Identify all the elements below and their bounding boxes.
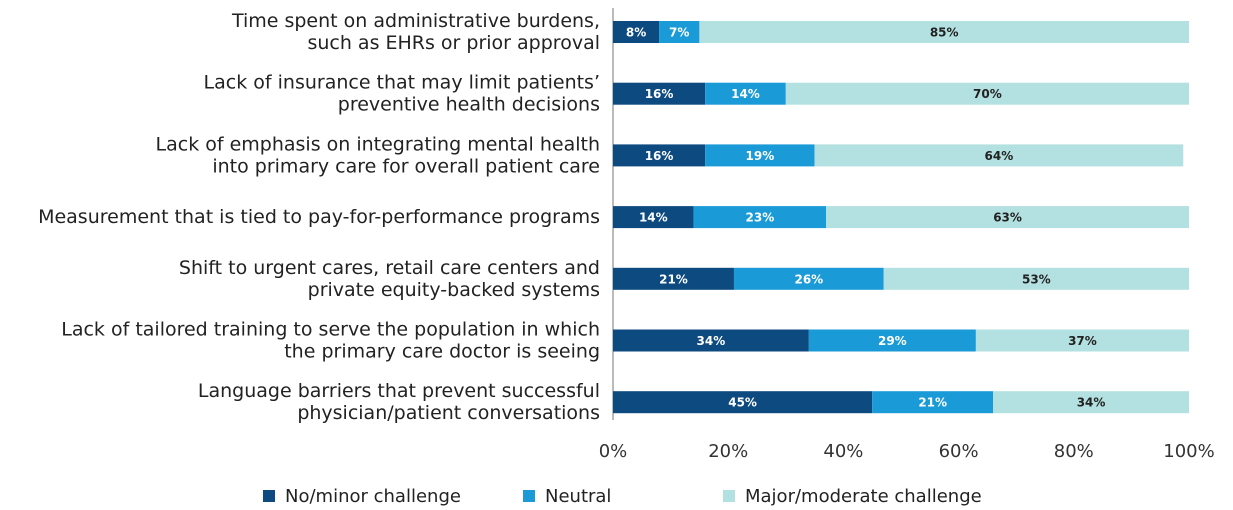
legend-swatch — [263, 490, 275, 502]
value-label: 29% — [878, 334, 907, 348]
x-tick-label: 80% — [1054, 441, 1094, 462]
legend-swatch — [723, 490, 735, 502]
value-label: 85% — [930, 26, 959, 40]
value-label: 70% — [973, 87, 1002, 101]
legend-label: Major/moderate challenge — [745, 486, 982, 507]
legend-label: No/minor challenge — [285, 486, 461, 507]
value-label: 14% — [731, 87, 760, 101]
category-label: Lack of tailored training to serve the p… — [61, 318, 600, 362]
value-label: 26% — [794, 272, 823, 286]
bar-segment — [785, 82, 1189, 105]
value-label: 37% — [1068, 334, 1097, 348]
category-label: Language barriers that prevent successfu… — [198, 380, 600, 424]
category-label: Lack of insurance that may limit patient… — [204, 71, 600, 115]
bar-segment — [705, 82, 786, 105]
bar-segment — [659, 21, 700, 43]
bar-segment — [975, 329, 1189, 352]
value-label: 8% — [626, 26, 646, 40]
value-label: 21% — [918, 396, 947, 410]
category-label: Lack of emphasis on integrating mental h… — [156, 133, 600, 177]
bar-segment — [872, 391, 994, 414]
bar-segment — [613, 267, 734, 290]
x-tick-label: 100% — [1163, 441, 1214, 462]
bar-segment — [814, 144, 1184, 167]
value-label: 34% — [697, 334, 726, 348]
value-label: 16% — [645, 149, 674, 163]
value-label: 63% — [993, 211, 1022, 225]
bar-segment — [808, 329, 976, 352]
value-label: 34% — [1077, 396, 1106, 410]
bar-segment — [613, 144, 706, 167]
bar-segment — [693, 206, 827, 229]
value-label: 16% — [645, 87, 674, 101]
category-label: Measurement that is tied to pay-for-perf… — [38, 206, 600, 228]
x-tick-label: 60% — [939, 441, 979, 462]
bar-segment — [613, 206, 694, 229]
bar-segment — [699, 21, 1189, 43]
bar-segment — [613, 329, 809, 352]
bar-segment — [705, 144, 815, 167]
bar-segment — [613, 391, 873, 414]
x-tick-label: 20% — [708, 441, 748, 462]
category-label: Shift to urgent cares, retail care cente… — [179, 256, 600, 300]
value-label: 7% — [669, 26, 689, 40]
value-label: 21% — [659, 272, 688, 286]
value-label: 14% — [639, 211, 668, 225]
x-tick-label: 40% — [823, 441, 863, 462]
value-label: 64% — [985, 149, 1014, 163]
bar-segment — [613, 21, 660, 43]
value-label: 23% — [746, 211, 775, 225]
legend-swatch — [523, 490, 535, 502]
bar-segment — [993, 391, 1189, 414]
bar-segment — [883, 267, 1189, 290]
legend-label: Neutral — [545, 486, 611, 507]
value-label: 19% — [746, 149, 775, 163]
bar-segment — [826, 206, 1189, 229]
value-label: 53% — [1022, 272, 1051, 286]
bar-segment — [613, 82, 706, 105]
bar-segment — [733, 267, 884, 290]
value-label: 45% — [728, 396, 757, 410]
x-tick-label: 0% — [599, 441, 628, 462]
category-label: Time spent on administrative burdens, suc… — [231, 10, 600, 54]
